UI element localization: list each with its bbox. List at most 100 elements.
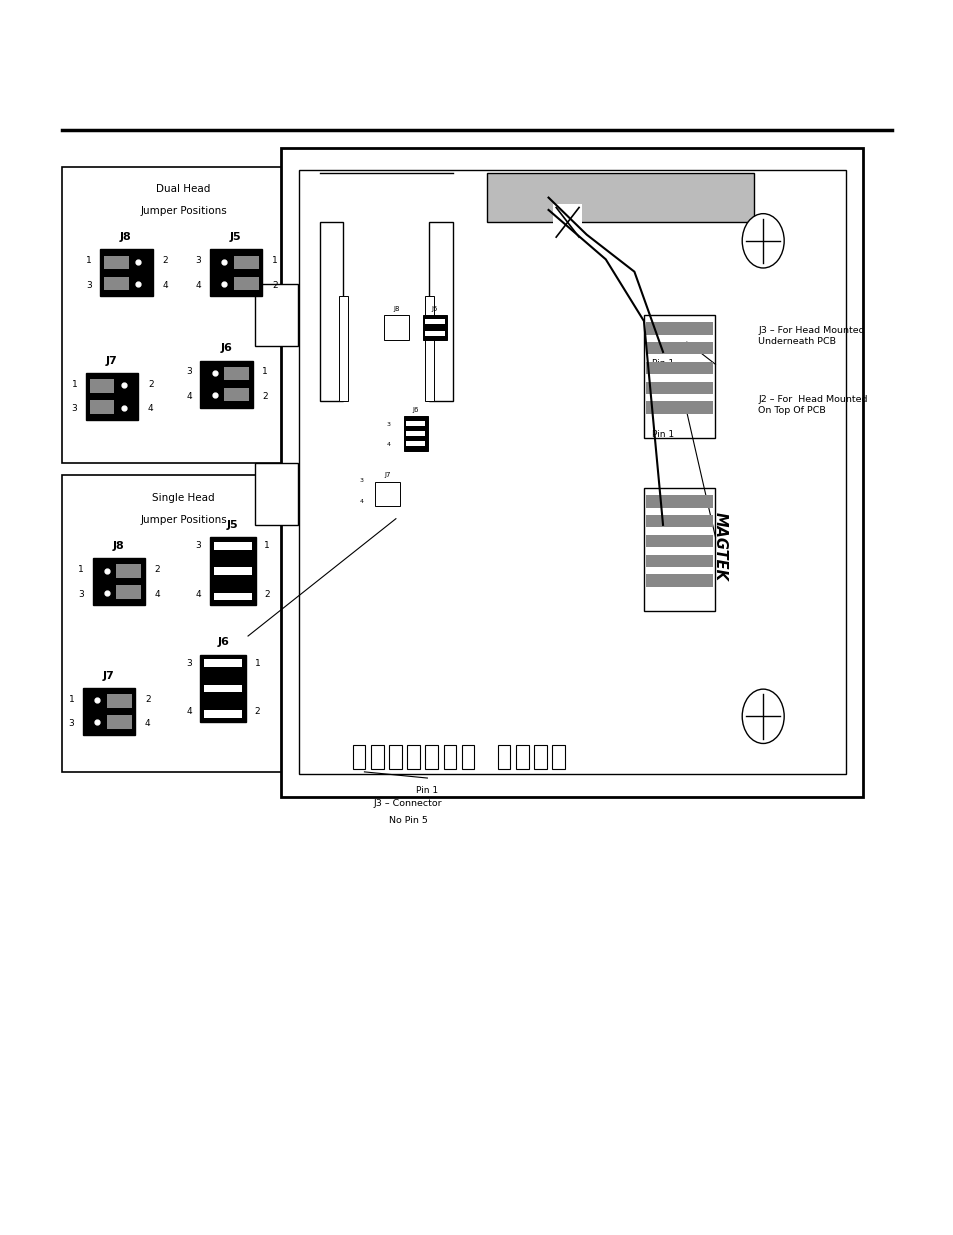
Text: Jumper Positions: Jumper Positions xyxy=(140,206,227,216)
Text: 1: 1 xyxy=(86,256,91,266)
Text: J7: J7 xyxy=(106,356,117,366)
Bar xyxy=(645,515,712,527)
Text: 3: 3 xyxy=(78,589,84,599)
Text: J7: J7 xyxy=(384,473,390,478)
Bar xyxy=(643,488,715,611)
Text: No Pin 5: No Pin 5 xyxy=(389,815,427,825)
Text: 4: 4 xyxy=(162,280,168,290)
Bar xyxy=(210,537,255,605)
Text: 2: 2 xyxy=(154,564,160,574)
Text: 1: 1 xyxy=(262,367,268,377)
Bar xyxy=(107,715,132,729)
Text: 3: 3 xyxy=(359,478,363,483)
Bar xyxy=(552,745,564,769)
Bar xyxy=(107,694,132,708)
Bar xyxy=(213,593,252,600)
Text: 3: 3 xyxy=(195,256,201,266)
Bar xyxy=(645,555,712,567)
Text: 4: 4 xyxy=(145,719,151,729)
Bar xyxy=(319,222,343,401)
Bar xyxy=(298,170,845,774)
Text: J3 – For Head Mounted
Underneath PCB: J3 – For Head Mounted Underneath PCB xyxy=(758,326,864,346)
Bar xyxy=(422,315,447,340)
Bar xyxy=(204,710,242,718)
Bar xyxy=(429,222,453,401)
Bar xyxy=(645,535,712,547)
Text: 2: 2 xyxy=(262,391,268,401)
Text: 4: 4 xyxy=(195,589,201,599)
Text: 1: 1 xyxy=(69,694,74,704)
Bar xyxy=(645,574,712,587)
Bar xyxy=(213,542,252,550)
Bar xyxy=(461,745,474,769)
Text: 2: 2 xyxy=(145,694,151,704)
Bar xyxy=(425,319,444,324)
Bar xyxy=(254,284,297,346)
Bar xyxy=(534,745,546,769)
Text: J6: J6 xyxy=(413,408,418,412)
Text: 4: 4 xyxy=(186,706,192,716)
Bar xyxy=(645,322,712,335)
Text: 4: 4 xyxy=(154,589,160,599)
Bar xyxy=(104,277,129,290)
Bar xyxy=(486,173,753,222)
Bar xyxy=(210,249,262,296)
Bar xyxy=(90,400,114,414)
Text: 1: 1 xyxy=(254,658,260,668)
Bar xyxy=(645,401,712,414)
Text: J2 – For  Head Mounted
On Top Of PCB: J2 – For Head Mounted On Top Of PCB xyxy=(758,395,867,415)
Bar xyxy=(338,296,348,401)
Bar xyxy=(406,421,425,426)
Text: Dual Head: Dual Head xyxy=(156,184,211,194)
Text: 1: 1 xyxy=(78,564,84,574)
Bar xyxy=(213,568,252,576)
Text: 4: 4 xyxy=(186,391,192,401)
Bar xyxy=(204,659,242,667)
Text: J8: J8 xyxy=(120,232,132,242)
Text: J3 – Connector: J3 – Connector xyxy=(374,799,442,809)
Bar xyxy=(389,745,401,769)
Bar xyxy=(90,379,114,393)
Bar xyxy=(116,564,141,578)
Bar xyxy=(406,431,425,436)
Bar xyxy=(62,475,305,772)
Bar xyxy=(643,315,715,438)
Text: 1: 1 xyxy=(71,379,77,389)
Bar xyxy=(224,388,249,401)
Text: J5: J5 xyxy=(227,520,238,530)
Text: 2: 2 xyxy=(148,379,153,389)
Bar xyxy=(233,256,258,269)
Text: 1: 1 xyxy=(264,541,270,551)
Text: 3: 3 xyxy=(386,422,390,427)
Circle shape xyxy=(741,214,783,268)
Bar xyxy=(281,148,862,797)
Bar xyxy=(497,745,510,769)
Bar xyxy=(424,296,434,401)
Bar xyxy=(645,342,712,354)
Text: 2: 2 xyxy=(162,256,168,266)
Text: 3: 3 xyxy=(186,658,192,668)
Text: Pin 1: Pin 1 xyxy=(651,358,674,368)
Bar xyxy=(200,361,253,408)
Text: MAGTEK: MAGTEK xyxy=(712,513,727,580)
Bar xyxy=(254,463,297,525)
Bar xyxy=(425,745,437,769)
Text: 3: 3 xyxy=(195,541,201,551)
Text: J8: J8 xyxy=(112,541,124,551)
Text: J5: J5 xyxy=(432,306,437,311)
Text: 3: 3 xyxy=(186,367,192,377)
Text: Jumper Positions: Jumper Positions xyxy=(140,515,227,525)
Bar xyxy=(86,373,138,420)
Bar xyxy=(200,655,246,722)
Text: 2: 2 xyxy=(264,589,270,599)
Text: Pin 1: Pin 1 xyxy=(651,430,674,440)
Bar xyxy=(104,256,129,269)
Bar xyxy=(224,367,249,380)
Bar xyxy=(375,482,399,506)
Text: 4: 4 xyxy=(359,499,363,504)
Bar xyxy=(353,745,365,769)
Bar xyxy=(92,558,145,605)
Bar xyxy=(425,331,444,336)
Circle shape xyxy=(741,689,783,743)
Text: J8: J8 xyxy=(394,306,399,311)
